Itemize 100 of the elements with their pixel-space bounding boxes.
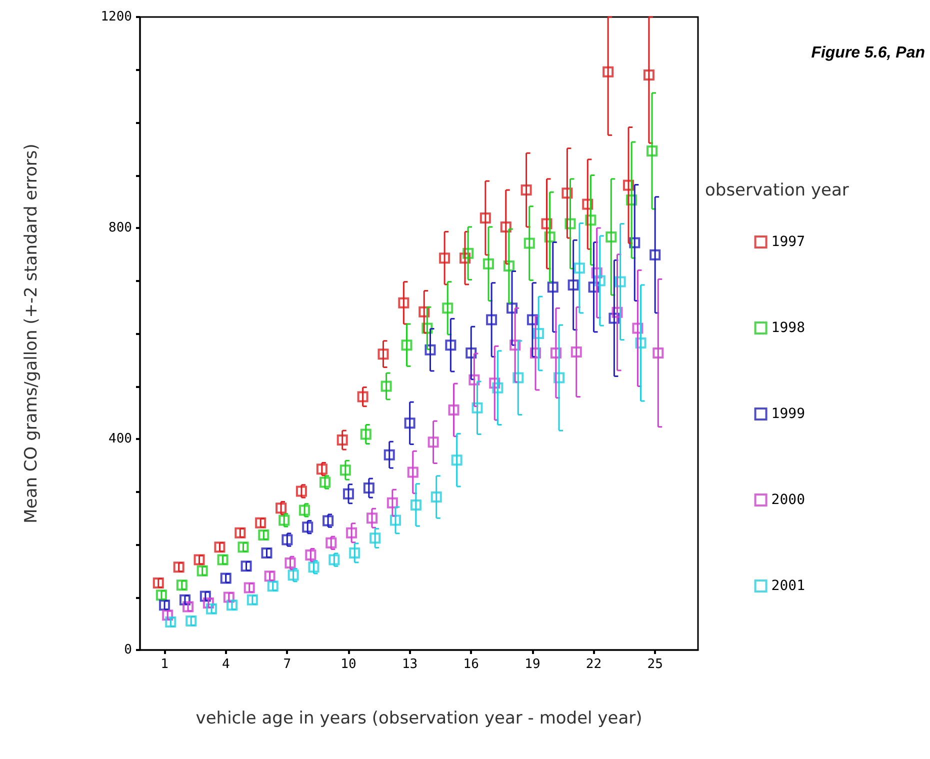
point [482, 258, 494, 270]
point [632, 322, 644, 334]
point [503, 260, 514, 272]
point [401, 340, 412, 351]
point [363, 482, 374, 494]
y-tick-label: 800 [108, 220, 132, 236]
point [564, 218, 576, 230]
point [650, 249, 661, 260]
point [554, 372, 565, 384]
point [404, 418, 416, 429]
point [316, 464, 328, 475]
point [541, 218, 552, 230]
point [629, 237, 640, 248]
point [608, 312, 620, 324]
point [526, 314, 538, 326]
point [422, 322, 433, 334]
point [336, 434, 348, 446]
point [220, 572, 232, 584]
y-tick-label: 1200 [100, 10, 132, 24]
point [390, 514, 401, 526]
point [173, 562, 184, 573]
point [626, 194, 638, 206]
legend-label: 2001 [771, 578, 806, 594]
point [346, 527, 358, 538]
point [302, 522, 314, 533]
point [562, 188, 573, 199]
point [384, 449, 395, 460]
point [284, 557, 296, 568]
y-tick-label: 0 [124, 642, 132, 658]
point [326, 537, 337, 548]
point [492, 382, 504, 394]
point [152, 578, 164, 589]
point [179, 594, 190, 606]
point [506, 302, 518, 314]
point [238, 542, 249, 553]
x-tick-label: 19 [524, 657, 540, 672]
point [255, 517, 266, 528]
point [299, 504, 310, 516]
point [594, 275, 606, 286]
point [258, 530, 270, 541]
point [200, 590, 211, 602]
point [459, 252, 470, 264]
legend-label: 1999 [771, 406, 806, 422]
point [643, 70, 654, 81]
point [510, 340, 521, 351]
point [550, 348, 562, 359]
point [568, 279, 579, 290]
legend-label: 1998 [771, 320, 806, 336]
point [186, 615, 197, 626]
point [486, 314, 498, 326]
point [214, 542, 226, 553]
point [570, 346, 582, 358]
x-tick-label: 22 [586, 657, 602, 672]
point [588, 282, 600, 293]
point [194, 554, 205, 566]
point [261, 547, 272, 558]
x-tick-label: 1 [160, 657, 168, 672]
point [418, 306, 430, 318]
legend-label: 1997 [771, 234, 806, 250]
x-tick-label: 7 [283, 657, 292, 672]
x-tick-label: 25 [647, 657, 663, 672]
point [386, 497, 398, 508]
point [264, 570, 276, 582]
point [370, 532, 381, 544]
legend-title: observation year [705, 180, 849, 200]
point [462, 248, 474, 259]
point [240, 560, 252, 572]
point [512, 372, 524, 384]
point [428, 436, 439, 448]
point [635, 337, 646, 348]
point [451, 454, 462, 466]
point [360, 428, 372, 440]
point [217, 554, 228, 566]
point [623, 180, 634, 191]
point [305, 550, 316, 561]
point [646, 145, 658, 156]
point [296, 486, 307, 497]
point [342, 488, 354, 500]
point [196, 565, 208, 576]
point [407, 466, 418, 478]
point [582, 198, 594, 210]
point [652, 348, 664, 359]
point [357, 391, 368, 402]
point [602, 66, 614, 78]
point [468, 374, 480, 386]
point [544, 231, 556, 242]
x-tick-label: 10 [340, 657, 356, 672]
point [223, 592, 234, 603]
point [430, 492, 442, 503]
point [448, 404, 460, 416]
x-axis-title: vehicle age in years (observation year - model year) [196, 708, 642, 728]
y-axis-title: Mean CO grams/gallon (+-2 standard errors) [22, 144, 42, 524]
point [246, 594, 258, 606]
point [156, 590, 167, 601]
text: Figure 5.6, Pan [811, 44, 926, 62]
legend-label: 2000 [771, 492, 806, 508]
point [410, 499, 422, 510]
point [500, 221, 512, 232]
point [520, 184, 532, 196]
point [349, 547, 360, 558]
